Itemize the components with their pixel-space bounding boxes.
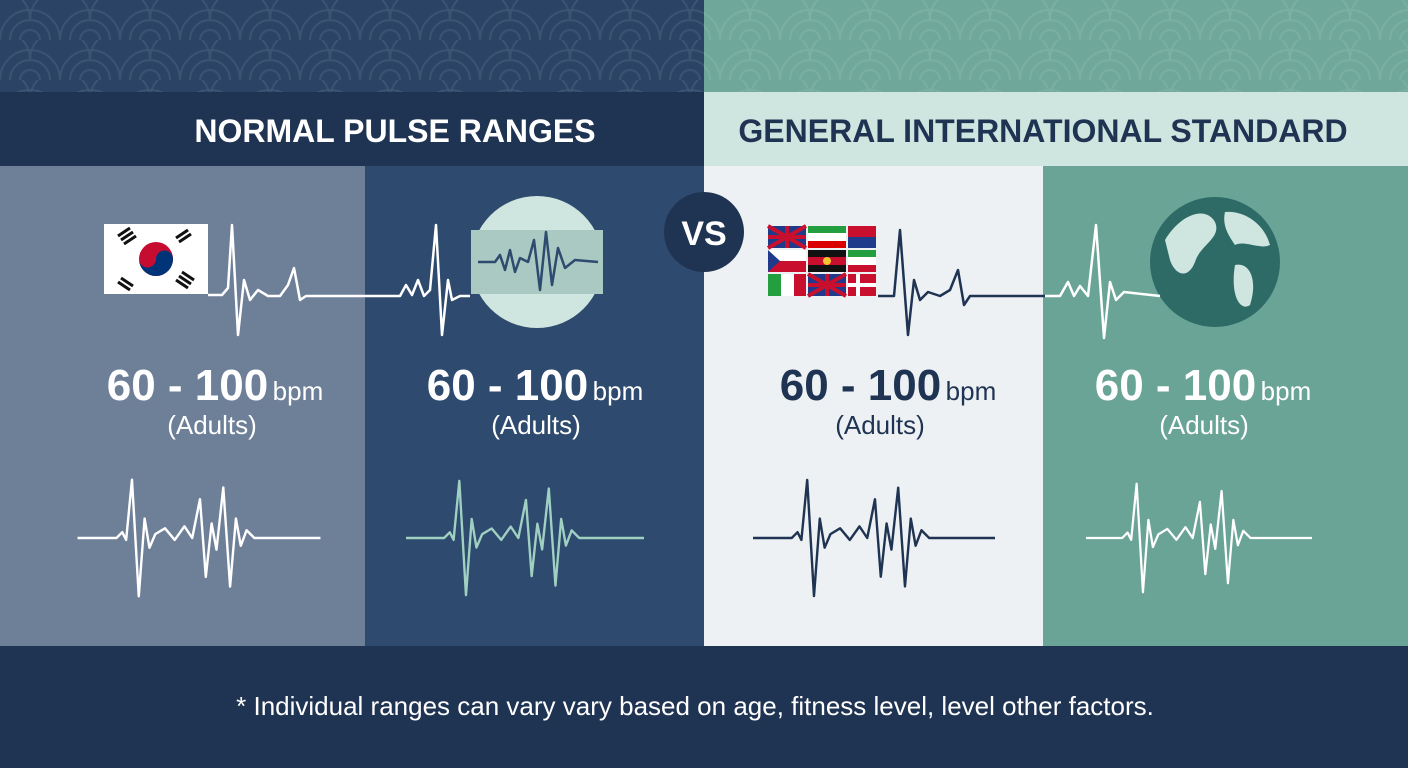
vs-label: VS [681,215,726,253]
korea-flag [104,224,208,294]
ecg-line [878,228,1045,337]
vs-badge [664,192,744,272]
note: (Adults) [1159,410,1249,440]
globe-icon [1150,197,1280,327]
footer-bg [0,646,1408,768]
panel: 60 - 100 bpm (Adults) [427,361,644,440]
footnote: * Individual ranges can vary vary based … [236,691,1154,721]
left-title: NORMAL PULSE RANGES [194,113,595,149]
note: (Adults) [835,410,925,440]
title-bar-right [704,92,1408,166]
panel: 60 - 100 bpm (Adults) [107,361,324,440]
panel: 60 - 100 bpm (Adults) [780,361,997,440]
right-title: GENERAL INTERNATIONAL STANDARD [738,113,1347,149]
range: 60 - 100 bpm [427,361,644,410]
flags [766,224,876,298]
monitor-icon [471,196,603,328]
note: (Adults) [167,410,257,440]
note: (Adults) [491,410,581,440]
ecg-line [208,223,470,337]
ecg-line [1045,223,1161,340]
range: 60 - 100 bpm [780,361,997,410]
pattern [0,0,1408,92]
range: 60 - 100 bpm [1095,361,1312,410]
panel: 60 - 100 bpm (Adults) [1095,361,1312,440]
title-bar-left [0,92,704,166]
range: 60 - 100 bpm [107,361,324,410]
